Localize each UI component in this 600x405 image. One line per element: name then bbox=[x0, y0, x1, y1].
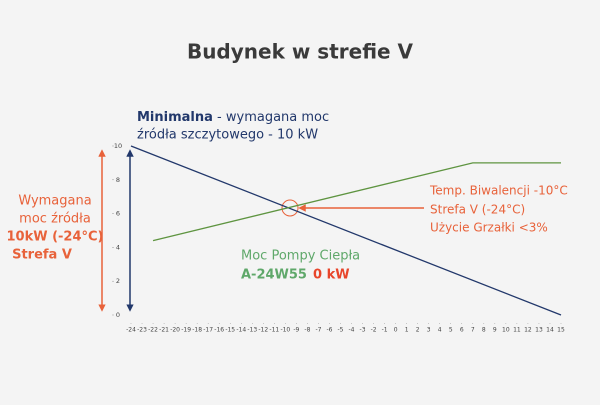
x-tick-label: -23 bbox=[137, 327, 147, 334]
x-tick-label: -3 bbox=[360, 327, 366, 334]
pump-text: Moc Pompy Ciepła bbox=[241, 249, 360, 264]
x-tick-label: -22 bbox=[148, 327, 158, 334]
x-tick-label: -14 bbox=[236, 327, 246, 334]
chart-title: Budynek w strefie V bbox=[187, 40, 414, 64]
x-tick-label: 4 bbox=[438, 327, 442, 334]
x-tick-label: -9 bbox=[293, 327, 299, 334]
minimum-text: źródła szczytowego - 10 kW bbox=[137, 128, 318, 143]
x-tick-label: -17 bbox=[203, 327, 213, 334]
y-tick-label: 10 bbox=[114, 142, 122, 150]
x-tick-label: 9 bbox=[493, 327, 497, 334]
y-tick-label: 6 bbox=[116, 210, 120, 218]
x-tick-label: 1 bbox=[405, 327, 409, 334]
x-tick-label: -13 bbox=[247, 327, 257, 334]
x-tick-label: -6 bbox=[326, 327, 332, 334]
y-tick-label: 4 bbox=[116, 243, 120, 251]
bivalent-text: Strefa V (-24°C) bbox=[430, 203, 525, 217]
minimum-bold: Minimalna bbox=[137, 110, 213, 125]
x-tick-label: -4 bbox=[349, 327, 355, 334]
x-tick-label: 15 bbox=[557, 327, 565, 334]
bivalent-circle bbox=[281, 199, 299, 217]
x-tick-label: 3 bbox=[427, 327, 431, 334]
x-tick-label: -7 bbox=[315, 327, 321, 334]
required-text: moc źródła bbox=[19, 212, 91, 227]
x-tick-label: 7 bbox=[471, 327, 475, 334]
x-tick-label: 5 bbox=[449, 327, 453, 334]
x-tick-label: -1 bbox=[382, 327, 388, 334]
x-tick-label: -16 bbox=[214, 327, 224, 334]
x-tick-label: 10 bbox=[502, 327, 510, 334]
minimum-note: Minimalna - wymagana moc bbox=[137, 110, 329, 125]
x-tick-label: -24 bbox=[126, 327, 136, 334]
x-tick-label: -21 bbox=[159, 327, 169, 334]
x-tick-label: -15 bbox=[225, 327, 235, 334]
required-bold: 10kW (-24°C) bbox=[6, 230, 103, 245]
required-text: Wymagana bbox=[18, 194, 91, 209]
x-tick-label: -11 bbox=[269, 327, 279, 334]
bivalent-text: Użycie Grzałki <3% bbox=[430, 221, 548, 235]
x-tick-label: -18 bbox=[192, 327, 202, 334]
x-tick-label: -10 bbox=[280, 327, 290, 334]
y-tick-label: 8 bbox=[116, 176, 120, 184]
x-tick-label: 14 bbox=[546, 327, 554, 334]
x-tick-label: -19 bbox=[181, 327, 191, 334]
x-tick-label: -20 bbox=[170, 327, 180, 334]
x-tick-label: 13 bbox=[535, 327, 543, 334]
bivalent-text: Temp. Biwalencji -10°C bbox=[429, 184, 568, 198]
x-tick-label: 2 bbox=[416, 327, 420, 334]
y-tick-label: 2 bbox=[116, 277, 120, 285]
minimum-text: - wymagana moc bbox=[213, 110, 329, 125]
required-bold: Strefa V bbox=[12, 248, 72, 263]
x-tick-label: 8 bbox=[482, 327, 486, 334]
y-tick-label: 0 bbox=[116, 311, 120, 319]
x-tick-label: -12 bbox=[258, 327, 268, 334]
x-tick-label: -8 bbox=[304, 327, 310, 334]
series-line bbox=[152, 162, 561, 242]
series-line bbox=[130, 145, 562, 316]
x-tick-label: 11 bbox=[513, 327, 521, 334]
pump-power: 0 kW bbox=[313, 268, 350, 283]
x-tick-label: 12 bbox=[524, 327, 532, 334]
x-tick-label: 6 bbox=[460, 327, 464, 334]
x-tick-label: -2 bbox=[371, 327, 377, 334]
pump-model: A-24W55 bbox=[241, 268, 307, 283]
x-tick-label: 0 bbox=[394, 327, 398, 334]
x-tick-label: -5 bbox=[337, 327, 343, 334]
